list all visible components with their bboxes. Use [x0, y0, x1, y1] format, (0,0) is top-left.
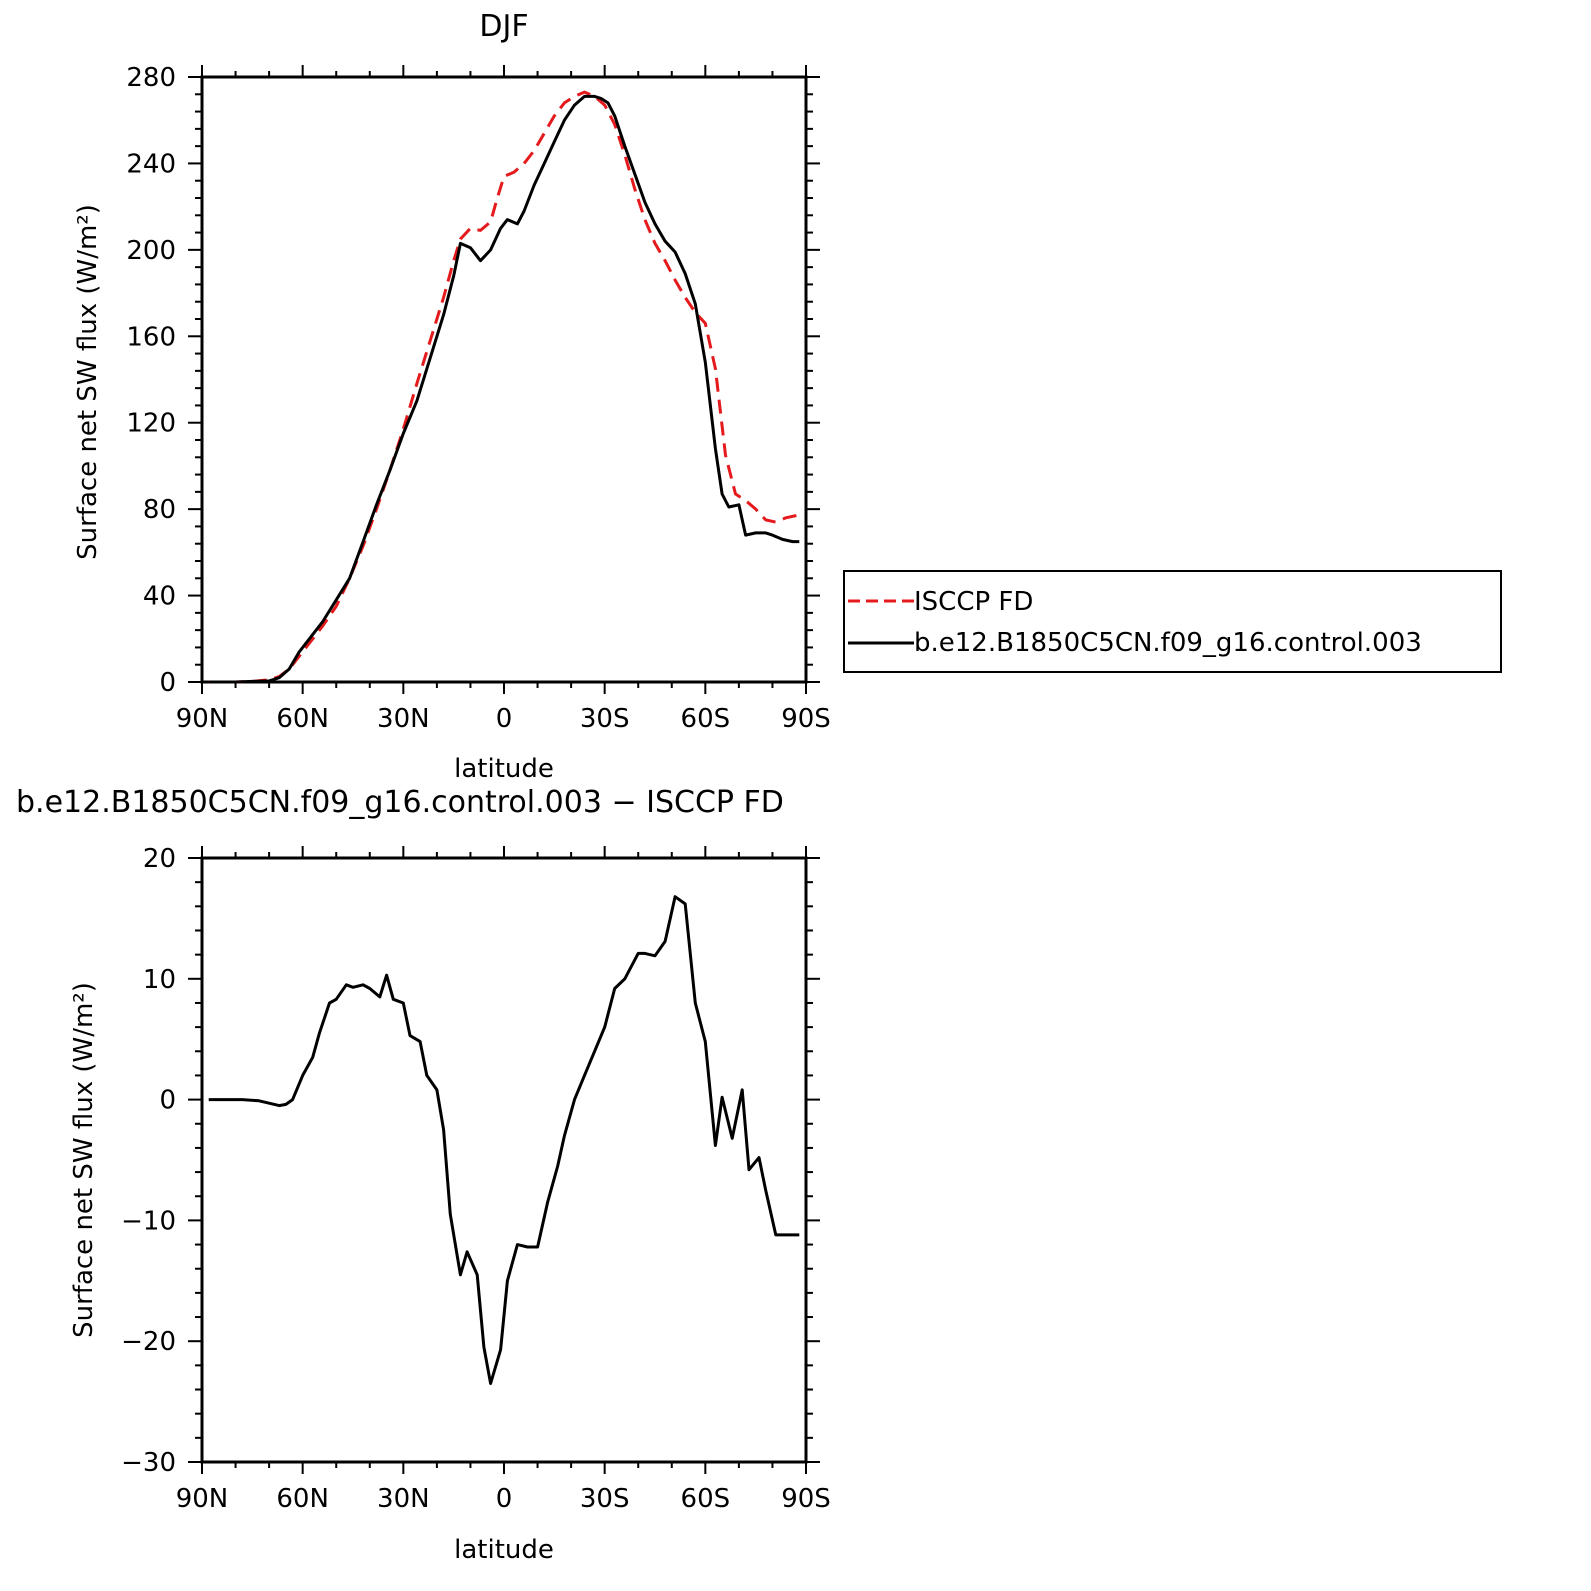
- y-tick-label-top: 80: [143, 495, 176, 525]
- chart-top: DJF 90N 60N 30N 0 30S 60S 90S 0 40 80 120 160 200 240…: [73, 9, 831, 784]
- y-tick-label-top: 240: [126, 149, 176, 179]
- series-top: [208, 90, 804, 684]
- legend-label-model: b.e12.B1850C5CN.f09_g16.control.003: [914, 628, 1422, 658]
- x-tick-label-bottom: 90N: [176, 1484, 229, 1514]
- x-tick-label-top: 30N: [377, 704, 430, 734]
- x-tick-label-top: 0: [496, 704, 513, 734]
- series-line-isccp-fd: [208, 90, 804, 684]
- x-tick-label-bottom: 30S: [580, 1484, 630, 1514]
- x-tick-label-bottom: 60S: [681, 1484, 731, 1514]
- y-tick-label-top: 120: [126, 409, 176, 439]
- chart-title-bottom: b.e12.B1850C5CN.f09_g16.control.003 − IS…: [16, 785, 784, 820]
- y-tick-label-bottom: −10: [121, 1206, 176, 1236]
- chart-title-top: DJF: [479, 9, 528, 44]
- x-tick-label-bottom: 0: [496, 1484, 513, 1514]
- y-tick-label-top: 0: [159, 668, 176, 698]
- ticks-top: 90N 60N 30N 0 30S 60S 90S 0 40 80 120 160 200 240 280: [126, 63, 830, 734]
- x-tick-label-top: 90S: [781, 704, 831, 734]
- y-tick-label-top: 200: [126, 236, 176, 266]
- x-tick-label-top: 60N: [276, 704, 329, 734]
- y-tick-label-top: 160: [126, 322, 176, 352]
- legend: ISCCP FD b.e12.B1850C5CN.f09_g16.control…: [843, 570, 1502, 673]
- y-tick-label-bottom: 20: [143, 844, 176, 874]
- plot-frame-bottom: [200, 856, 808, 1464]
- y-tick-label-top: 280: [126, 63, 176, 93]
- chart-bottom: b.e12.B1850C5CN.f09_g16.control.003 − IS…: [16, 785, 831, 1565]
- x-axis-title-top: latitude: [454, 754, 554, 784]
- legend-box: [843, 570, 1502, 673]
- x-tick-label-bottom: 90S: [781, 1484, 831, 1514]
- y-tick-label-bottom: 0: [159, 1086, 176, 1116]
- x-tick-label-top: 30S: [580, 704, 630, 734]
- series-line-b-e12-b1850c5cn-f09-g16-control-003: [208, 94, 800, 684]
- y-axis-title-bottom: Surface net SW flux (W/m²): [69, 982, 99, 1338]
- x-tick-label-top: 90N: [176, 704, 229, 734]
- y-axis-title-top: Surface net SW flux (W/m²): [73, 204, 103, 560]
- y-tick-label-top: 40: [143, 582, 176, 612]
- y-tick-label-bottom: −30: [121, 1448, 176, 1478]
- series-line-0: [208, 895, 800, 1385]
- ticks-bottom: 90N 60N 30N 0 30S 60S 90S −30 −20 −10 0 10 20: [121, 844, 831, 1514]
- y-tick-label-bottom: −20: [121, 1327, 176, 1357]
- legend-label-isccp: ISCCP FD: [914, 587, 1033, 617]
- x-tick-label-bottom: 30N: [377, 1484, 430, 1514]
- x-tick-label-top: 60S: [681, 704, 731, 734]
- x-tick-label-bottom: 60N: [276, 1484, 329, 1514]
- y-tick-label-bottom: 10: [143, 965, 176, 995]
- x-axis-title-bottom: latitude: [454, 1535, 554, 1565]
- series-bottom: [208, 895, 800, 1385]
